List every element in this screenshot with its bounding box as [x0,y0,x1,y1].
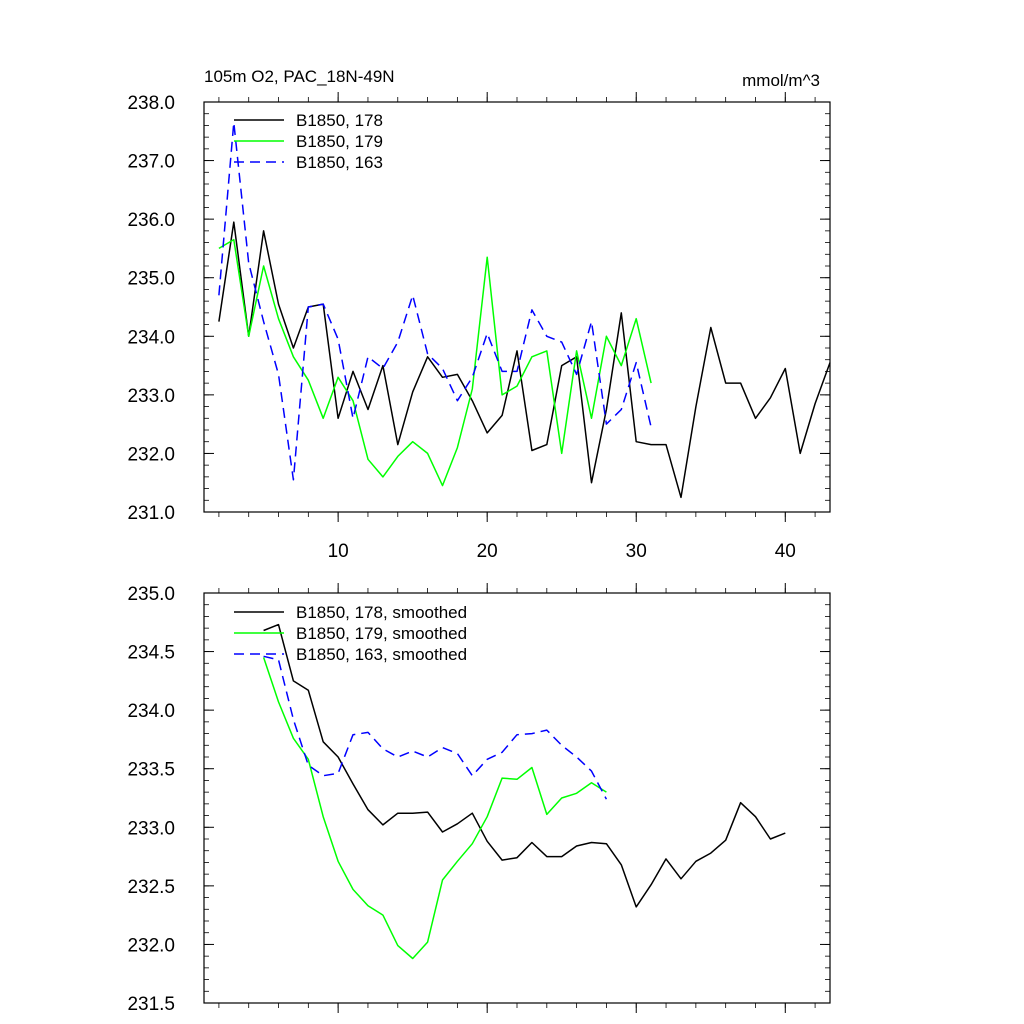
top-legend-label-179: B1850, 179 [296,132,383,151]
bottom-legend-label-178: B1850, 178, smoothed [296,603,467,622]
top-y-tick-label: 236.0 [127,210,175,231]
bottom-y-tick-label: 232.5 [127,877,175,898]
top-x-tick-labels: 10 20 30 40 [328,541,796,562]
top-x-tick-label: 30 [626,541,647,562]
bottom-y-tick-label: 232.0 [127,935,175,956]
top-major-ticks [204,92,830,522]
top-legend: B1850, 178 B1850, 179 B1850, 163 [234,111,383,172]
top-y-tick-label: 231.0 [127,503,175,524]
bottom-y-tick-label: 233.5 [127,760,175,781]
top-legend-label-178: B1850, 178 [296,111,383,130]
bottom-series-line-3 [263,655,608,800]
top-series-lines [218,121,831,499]
top-y-tick-label: 235.0 [127,269,175,290]
top-y-tick-label: 237.0 [127,152,175,173]
bottom-panel: 231.5 232.0 232.5 233.0 233.5 234.0 234.… [127,583,831,1015]
top-legend-label-163: B1850, 163 [296,153,383,172]
bottom-legend-label-179: B1850, 179, smoothed [296,624,467,643]
top-y-tick-label: 234.0 [127,327,175,348]
top-x-tick-label: 40 [775,541,796,562]
bottom-legend-label-163: B1850, 163, smoothed [296,645,467,664]
bottom-y-tick-label: 235.0 [127,584,175,605]
bottom-series-line-2 [262,657,607,960]
top-y-tick-labels: 231.0 232.0 233.0 234.0 235.0 236.0 237.… [127,93,175,524]
top-y-tick-label: 238.0 [127,93,175,114]
bottom-y-tick-label: 231.5 [127,994,175,1015]
top-series-line-1 [218,221,831,499]
bottom-series-line-1 [263,623,786,908]
top-x-tick-label: 20 [477,541,498,562]
top-panel-units: mmol/m^3 [742,71,820,90]
top-series-line-2 [218,238,652,487]
bottom-y-tick-label: 234.5 [127,643,175,664]
top-panel: 105m O2, PAC_18N-49N mmol/m^3 231.0 232.… [127,67,831,562]
top-x-tick-label: 10 [328,541,349,562]
bottom-y-tick-label: 234.0 [127,701,175,722]
bottom-major-ticks [204,583,830,1013]
bottom-y-tick-label: 233.0 [127,818,175,839]
top-series-line-3 [218,121,652,481]
bottom-series-lines [262,623,786,960]
top-y-tick-label: 233.0 [127,386,175,407]
top-panel-title: 105m O2, PAC_18N-49N [204,67,395,86]
bottom-legend: B1850, 178, smoothed B1850, 179, smoothe… [234,603,467,664]
bottom-y-tick-labels: 231.5 232.0 232.5 233.0 233.5 234.0 234.… [127,584,175,1015]
top-y-tick-label: 232.0 [127,444,175,465]
